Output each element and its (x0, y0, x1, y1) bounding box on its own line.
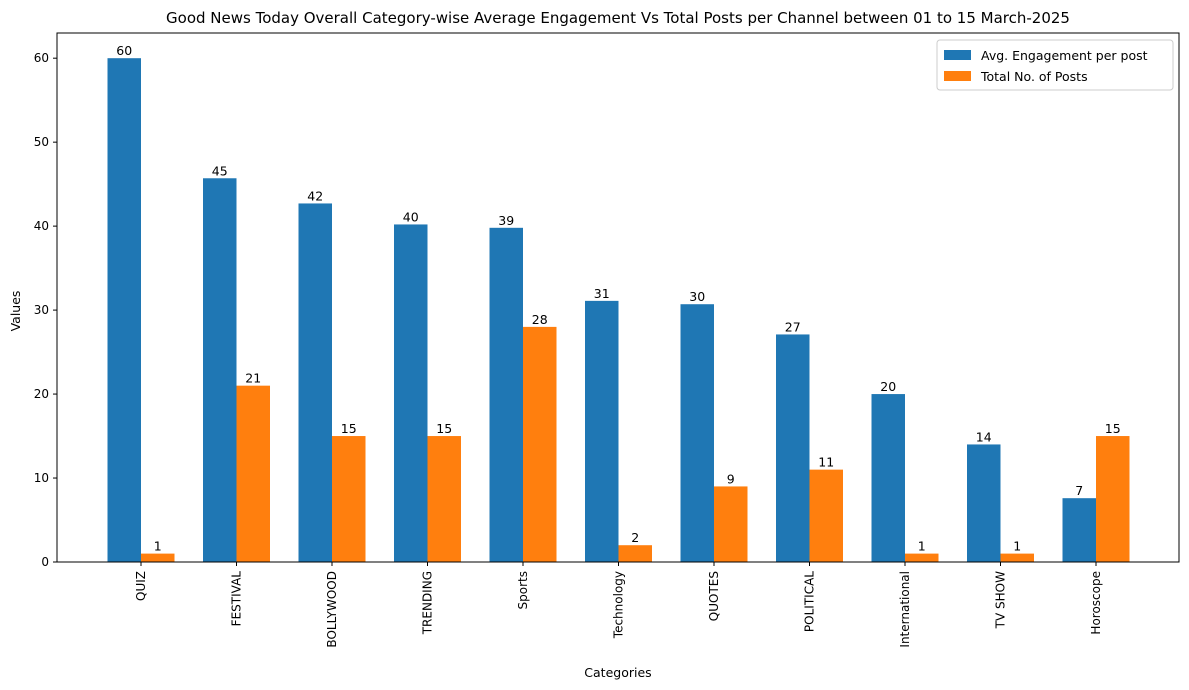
y-tick-label-5: 50 (34, 135, 49, 149)
data-label-posts-1: 21 (245, 371, 261, 386)
data-label-posts-5: 2 (631, 530, 639, 545)
data-label-posts-3: 15 (436, 421, 452, 436)
y-tick-label-3: 30 (34, 303, 49, 317)
bar-engagement-4 (489, 227, 523, 563)
bar-engagement-10 (1062, 498, 1096, 562)
x-tick-label-10: Horoscope (1089, 571, 1103, 635)
data-label-posts-7: 11 (818, 455, 834, 470)
bar-posts-9 (1000, 553, 1034, 562)
bar-engagement-1 (203, 178, 237, 562)
bar-posts-1 (236, 385, 270, 562)
data-label-engagement-8: 20 (880, 379, 896, 394)
data-label-posts-0: 1 (154, 539, 162, 554)
x-tick-label-1: FESTIVAL (230, 571, 244, 627)
x-tick-label-4: Sports (516, 571, 530, 609)
bar-engagement-9 (967, 444, 1001, 562)
x-tick-label-2: BOLLYWOOD (325, 571, 339, 648)
bar-posts-5 (618, 545, 652, 562)
bar-engagement-7 (776, 334, 810, 562)
x-axis-label: Categories (584, 665, 651, 680)
data-label-engagement-4: 39 (498, 213, 514, 228)
y-tick-label-4: 40 (34, 219, 49, 233)
x-tick-label-5: Technology (612, 571, 626, 639)
bar-engagement-8 (871, 394, 905, 562)
bar-engagement-3 (394, 224, 428, 562)
data-label-posts-9: 1 (1013, 539, 1021, 554)
x-tick-label-7: POLITICAL (803, 571, 817, 632)
y-axis-label: Values (8, 291, 23, 332)
data-label-engagement-1: 45 (212, 163, 228, 178)
data-label-engagement-7: 27 (785, 319, 801, 334)
chart-title: Good News Today Overall Category-wise Av… (166, 9, 1070, 27)
bar-posts-4 (523, 326, 557, 562)
bar-posts-10 (1096, 436, 1130, 562)
bar-posts-8 (905, 553, 939, 562)
bar-engagement-2 (298, 203, 332, 562)
data-label-engagement-5: 31 (594, 286, 610, 301)
x-tick-label-9: TV SHOW (994, 571, 1008, 629)
x-tick-label-3: TRENDING (421, 571, 435, 635)
data-label-posts-8: 1 (918, 539, 926, 554)
data-label-posts-4: 28 (532, 312, 548, 327)
legend-swatch-posts (944, 71, 971, 81)
bar-posts-0 (141, 553, 175, 562)
data-label-posts-10: 15 (1105, 421, 1121, 436)
x-tick-label-6: QUOTES (707, 571, 721, 621)
y-tick-label-6: 60 (34, 51, 49, 65)
data-label-engagement-0: 60 (116, 43, 132, 58)
legend: Avg. Engagement per post Total No. of Pos… (936, 39, 1174, 91)
data-label-engagement-10: 7 (1075, 483, 1083, 498)
bar-posts-7 (809, 469, 843, 562)
bar-engagement-0 (107, 58, 141, 562)
legend-swatch-engagement (944, 50, 971, 60)
data-label-engagement-2: 42 (307, 188, 323, 203)
legend-box (936, 39, 1174, 91)
bar-posts-6 (714, 486, 748, 562)
y-tick-label-1: 10 (34, 471, 49, 485)
y-tick-label-0: 0 (41, 555, 49, 569)
data-label-engagement-3: 40 (403, 209, 419, 224)
bar-engagement-5 (585, 300, 619, 562)
y-tick-label-2: 20 (34, 387, 49, 401)
legend-label-engagement: Avg. Engagement per post (981, 48, 1148, 63)
bar-posts-3 (427, 436, 461, 562)
data-label-engagement-6: 30 (689, 289, 705, 304)
legend-label-posts: Total No. of Posts (980, 69, 1088, 84)
bar-engagement-6 (680, 304, 714, 562)
data-label-posts-6: 9 (727, 471, 735, 486)
x-tick-label-0: QUIZ (134, 571, 148, 601)
bar-posts-2 (332, 436, 366, 562)
data-label-engagement-9: 14 (976, 429, 992, 444)
data-label-posts-2: 15 (341, 421, 357, 436)
x-tick-label-8: International (898, 571, 912, 648)
